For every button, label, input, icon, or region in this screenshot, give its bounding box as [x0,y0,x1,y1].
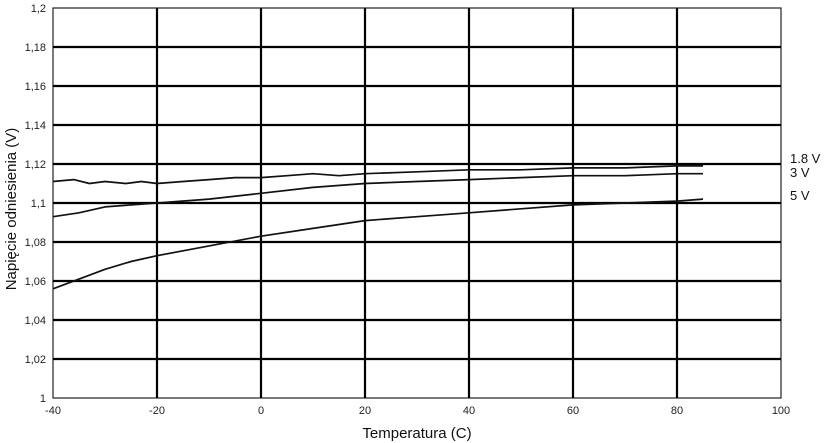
x-tick-label: 80 [671,405,683,417]
x-tick-label: 100 [772,405,790,417]
series-label: 1.8 V [790,151,821,166]
grid [52,7,782,399]
series-label: 3 V [790,165,810,180]
y-tick-label: 1 [40,393,46,405]
x-tick-label: -40 [45,405,61,417]
y-tick-label: 1,14 [25,120,46,132]
y-tick-label: 1,02 [25,354,46,366]
y-tick-label: 1,12 [25,159,46,171]
series-labels: 1.8 V3 V 5 V [790,151,821,203]
x-tick-label: 0 [258,405,264,417]
y-tick-label: 1,08 [25,237,46,249]
x-tick-label: 60 [567,405,579,417]
x-tick-label: 20 [359,405,371,417]
y-tick-label: 1,18 [25,42,46,54]
y-tick-label: 1,06 [25,276,46,288]
x-tick-label: -20 [149,405,165,417]
y-tick-label: 1,04 [25,315,46,327]
y-tick-label: 1,1 [31,198,46,210]
y-tick-label: 1,2 [31,3,46,15]
series-lines [52,165,704,290]
series-line-3-v [52,172,703,218]
x-axis-title: Temperatura (C) [362,425,471,442]
y-axis-title: Napięcie odniesienia (V) [3,128,20,291]
tick-labels: -40 -20 0 20 40 60 80 100 1 1,02 1,04 1,06 1,08 1,1 1,… [25,3,791,417]
series-label: 5 V [790,188,810,203]
x-tick-label: 40 [463,405,475,417]
y-tick-label: 1,16 [25,81,46,93]
series-line-1-8-v [52,165,703,185]
series-line-5-v [52,198,704,290]
